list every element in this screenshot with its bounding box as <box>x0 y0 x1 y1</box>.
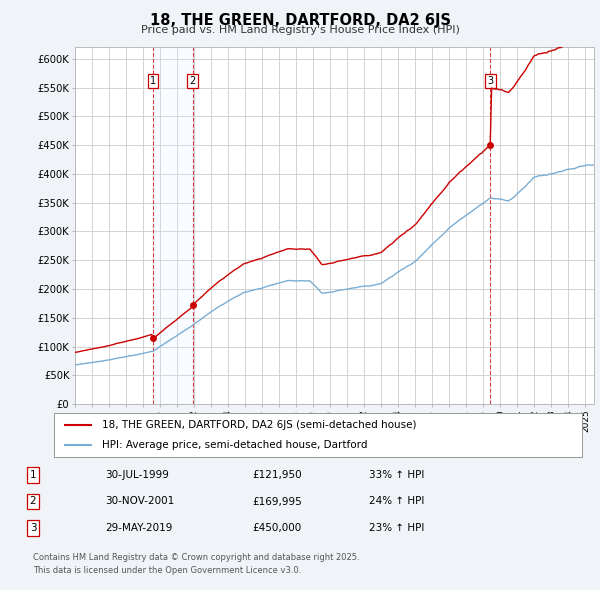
Text: HPI: Average price, semi-detached house, Dartford: HPI: Average price, semi-detached house,… <box>101 440 367 450</box>
Text: £121,950: £121,950 <box>252 470 302 480</box>
Text: 18, THE GREEN, DARTFORD, DA2 6JS (semi-detached house): 18, THE GREEN, DARTFORD, DA2 6JS (semi-d… <box>101 420 416 430</box>
Text: 3: 3 <box>29 523 37 533</box>
Text: 1: 1 <box>150 76 156 86</box>
Text: 1: 1 <box>29 470 37 480</box>
Text: 18, THE GREEN, DARTFORD, DA2 6JS: 18, THE GREEN, DARTFORD, DA2 6JS <box>149 13 451 28</box>
Text: 30-JUL-1999: 30-JUL-1999 <box>105 470 169 480</box>
Text: Price paid vs. HM Land Registry's House Price Index (HPI): Price paid vs. HM Land Registry's House … <box>140 25 460 35</box>
Text: 23% ↑ HPI: 23% ↑ HPI <box>369 523 424 533</box>
Bar <box>153 47 193 404</box>
Text: £169,995: £169,995 <box>252 497 302 506</box>
Text: Contains HM Land Registry data © Crown copyright and database right 2025.
This d: Contains HM Land Registry data © Crown c… <box>33 553 359 575</box>
Text: 33% ↑ HPI: 33% ↑ HPI <box>369 470 424 480</box>
Text: 29-MAY-2019: 29-MAY-2019 <box>105 523 172 533</box>
Text: 30-NOV-2001: 30-NOV-2001 <box>105 497 174 506</box>
Text: 3: 3 <box>487 76 493 86</box>
Text: 2: 2 <box>190 76 196 86</box>
Text: 2: 2 <box>29 497 37 506</box>
Text: £450,000: £450,000 <box>252 523 301 533</box>
Text: 24% ↑ HPI: 24% ↑ HPI <box>369 497 424 506</box>
